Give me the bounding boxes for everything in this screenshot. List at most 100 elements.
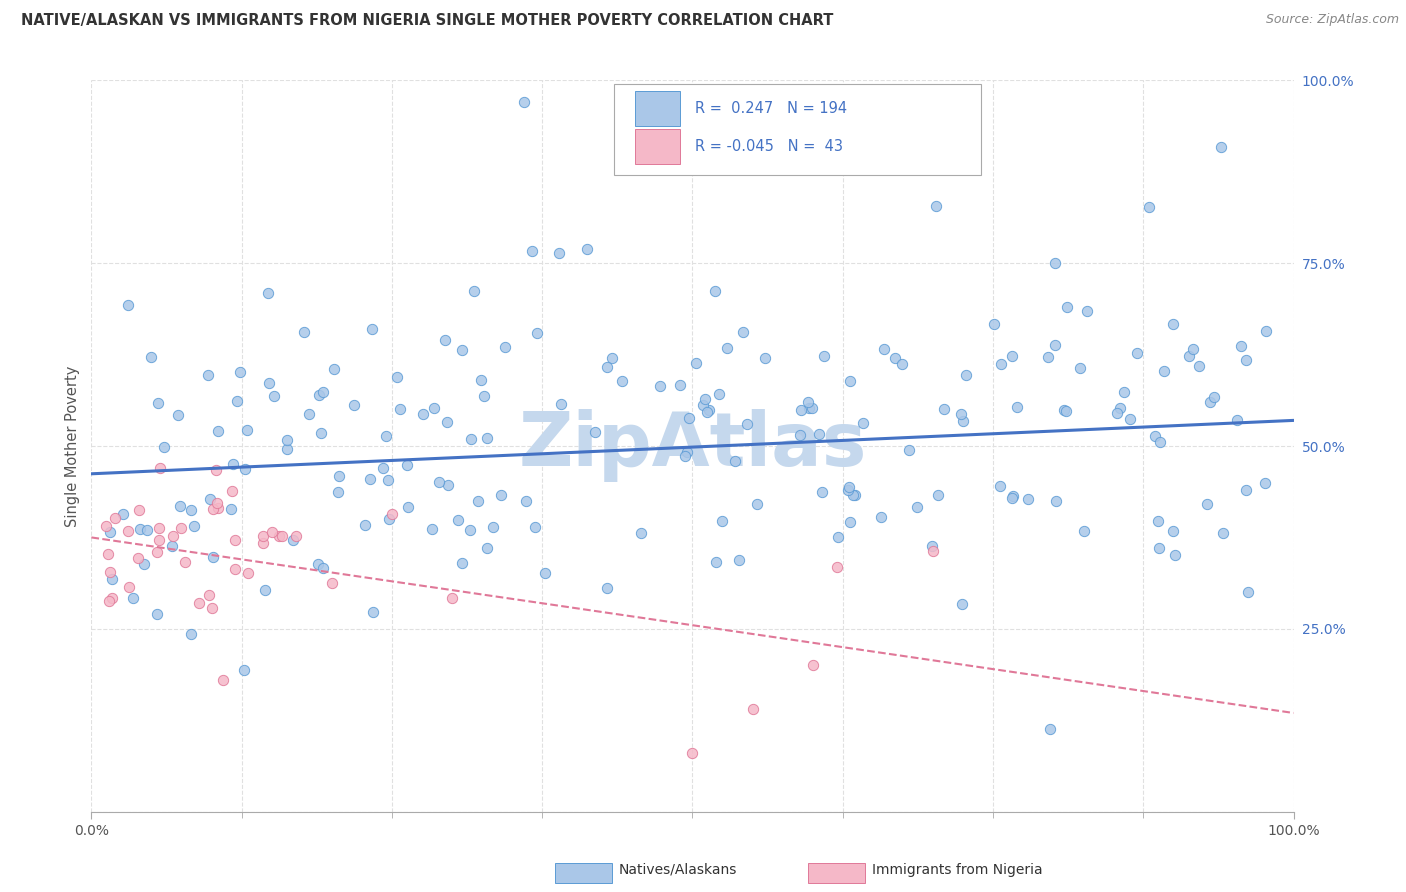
Point — [436, 478, 458, 492]
Point — [1112, 384, 1135, 399]
Point — [420, 522, 443, 536]
Point — [207, 500, 229, 515]
Point — [354, 517, 377, 532]
Point — [412, 407, 434, 421]
Point — [800, 401, 823, 415]
Point — [298, 407, 321, 421]
Point — [104, 511, 127, 525]
Point — [838, 374, 860, 388]
Point — [727, 553, 749, 567]
Point — [146, 395, 169, 409]
Point — [678, 410, 700, 425]
Point — [98, 566, 121, 580]
Point — [704, 555, 727, 569]
Point — [450, 343, 472, 357]
Point — [447, 513, 470, 527]
Point — [520, 244, 543, 259]
Point — [873, 342, 896, 356]
Point — [309, 426, 332, 441]
Point — [323, 361, 346, 376]
Point — [475, 541, 498, 556]
Point — [436, 415, 458, 429]
Point — [373, 461, 395, 475]
Point — [988, 479, 1011, 493]
Point — [263, 389, 285, 403]
Point — [696, 405, 718, 419]
Point — [145, 607, 167, 621]
Point — [259, 376, 281, 390]
Point — [1234, 352, 1257, 367]
Point — [808, 427, 831, 442]
Bar — [634, 129, 681, 164]
Point — [630, 526, 652, 541]
Point — [921, 539, 943, 553]
Point — [180, 502, 202, 516]
Point — [160, 539, 183, 553]
Point — [94, 519, 117, 533]
Point — [950, 407, 973, 421]
Point — [475, 431, 498, 445]
Point — [884, 351, 907, 366]
Point — [460, 433, 482, 447]
Point — [1147, 541, 1170, 556]
Point — [685, 356, 707, 370]
Point — [1253, 476, 1275, 491]
Point — [188, 597, 211, 611]
Point — [1163, 548, 1185, 562]
Point — [198, 491, 221, 506]
Point — [198, 588, 221, 602]
Point — [212, 673, 235, 687]
Point — [283, 533, 305, 547]
Point — [524, 520, 547, 534]
Point — [797, 395, 820, 409]
Point — [148, 533, 170, 547]
Point — [697, 403, 720, 417]
Point — [427, 475, 450, 489]
Point — [550, 397, 572, 411]
Point — [269, 529, 291, 543]
Point — [451, 556, 474, 570]
Point — [118, 580, 141, 594]
Point — [254, 583, 277, 598]
Point — [326, 484, 349, 499]
Point — [122, 591, 145, 606]
Point — [898, 443, 921, 458]
Point — [132, 557, 155, 571]
Point — [472, 388, 495, 402]
Point — [1002, 489, 1025, 503]
Point — [170, 521, 193, 535]
Point — [276, 433, 298, 447]
Point — [252, 536, 274, 550]
Point — [595, 581, 617, 595]
Point — [810, 484, 832, 499]
Point — [202, 502, 225, 516]
Point — [100, 591, 122, 606]
Point — [838, 480, 860, 494]
Point — [221, 484, 243, 499]
Point — [548, 246, 571, 260]
Point — [844, 488, 866, 502]
Point — [905, 500, 928, 514]
Point — [695, 392, 717, 406]
Point — [825, 560, 848, 574]
Point — [1054, 403, 1077, 417]
Point — [1017, 491, 1039, 506]
Point — [1188, 359, 1211, 373]
Point — [463, 284, 485, 298]
Point — [838, 515, 860, 529]
Point — [396, 458, 419, 473]
Point — [797, 401, 820, 415]
Point — [377, 512, 399, 526]
Point — [117, 524, 139, 538]
Point — [271, 529, 294, 543]
Point — [952, 414, 974, 428]
Point — [692, 398, 714, 412]
Point — [127, 550, 149, 565]
Point — [458, 523, 481, 537]
Point — [162, 529, 184, 543]
Point — [1056, 300, 1078, 314]
Point — [98, 594, 121, 608]
Point — [1230, 339, 1253, 353]
Point — [361, 605, 384, 619]
Point — [741, 702, 763, 716]
